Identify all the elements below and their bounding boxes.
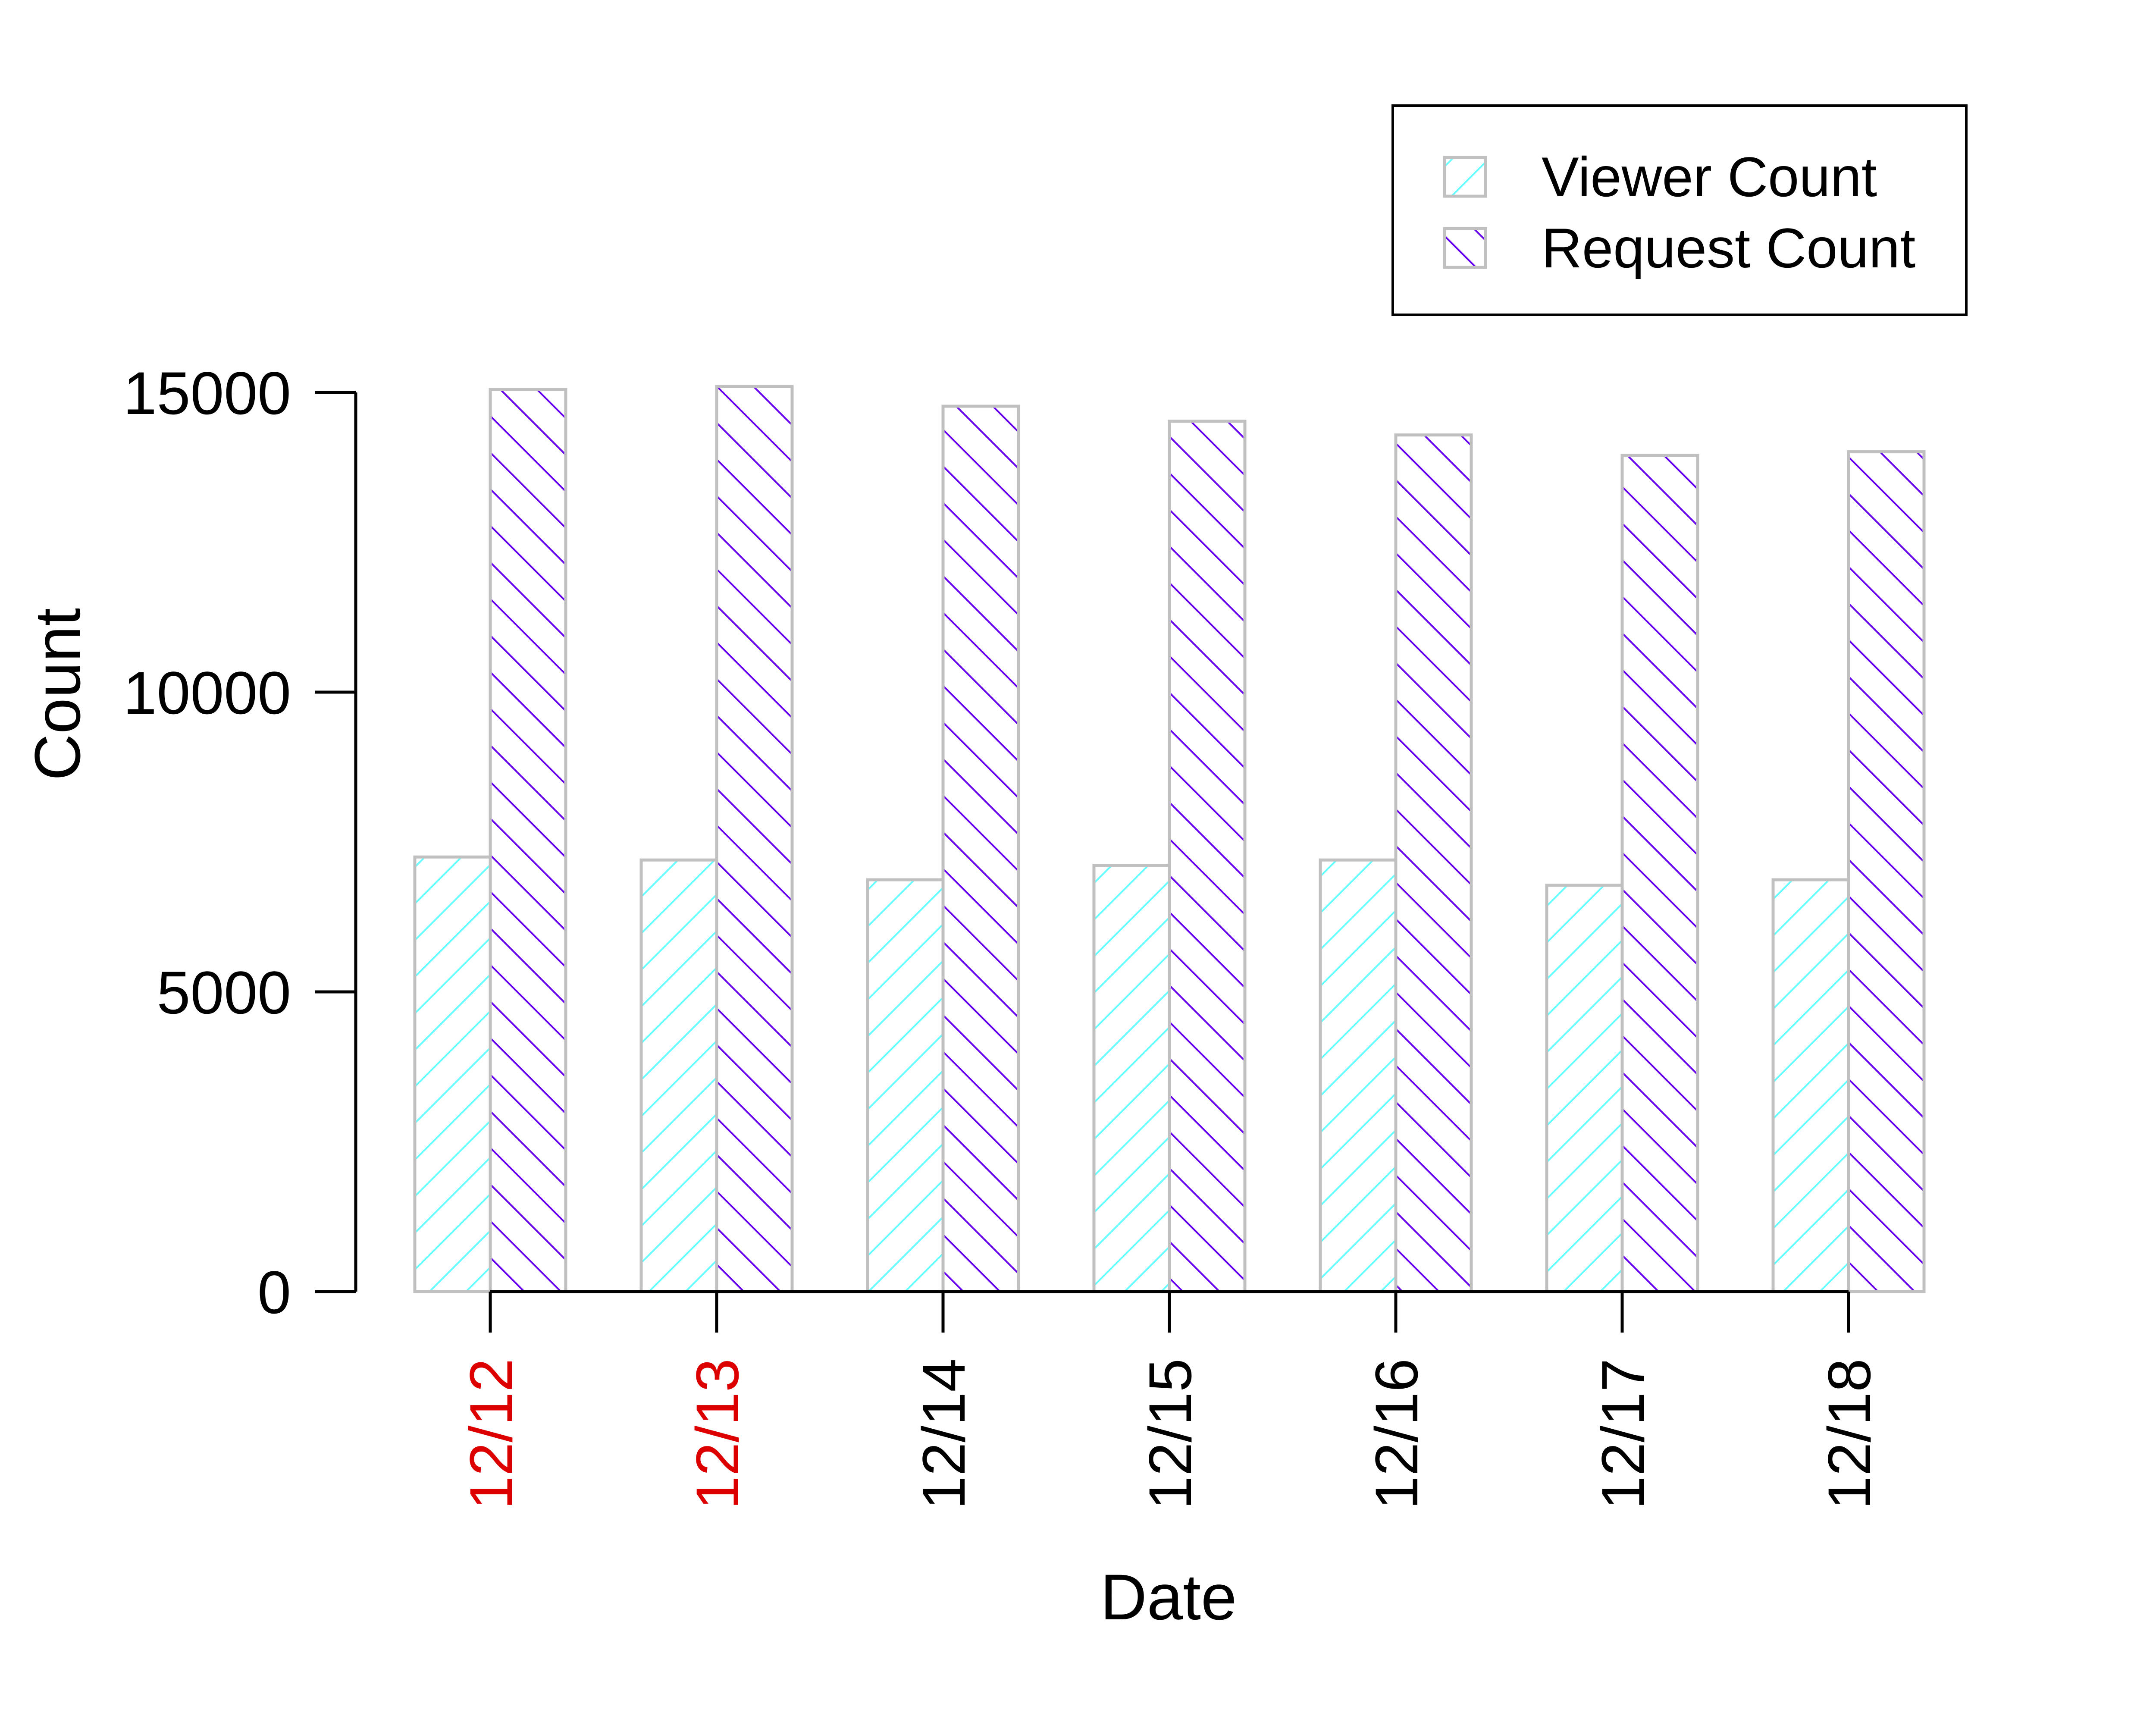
x-tick-label: 12/15 (1136, 1358, 1204, 1509)
legend-swatch-viewer (1443, 156, 1487, 198)
bar-request-12-13 (715, 385, 794, 1293)
legend: Viewer Count Request Count (1391, 104, 1968, 316)
x-tick-label: 12/17 (1589, 1358, 1657, 1509)
y-tick-label: 0 (257, 1258, 291, 1326)
legend-label-request: Request Count (1542, 216, 1915, 279)
x-tick-labels: 12/12 12/13 12/14 12/15 12/16 12/17 12/18 (457, 1358, 1883, 1509)
y-tick-label: 15000 (123, 359, 291, 427)
bar-viewer-12-14 (866, 878, 945, 1293)
axes-layer (315, 391, 1850, 1333)
bar-viewer-12-16 (1319, 858, 1398, 1293)
x-tick-label: 12/12 (457, 1358, 525, 1509)
bar-viewer-12-15 (1092, 864, 1171, 1293)
legend-box (1391, 104, 1968, 316)
bar-request-12-16 (1394, 433, 1473, 1293)
bars-layer (413, 385, 1926, 1293)
x-tick-label: 12/13 (683, 1358, 751, 1509)
y-axis-title: Count (21, 608, 94, 781)
x-tick-label: 12/18 (1815, 1358, 1883, 1509)
bar-viewer-12-13 (639, 858, 718, 1293)
x-axis-title: Date (1100, 1561, 1237, 1633)
bar-request-12-17 (1620, 454, 1699, 1293)
bar-request-12-18 (1847, 450, 1926, 1293)
bar-request-12-12 (489, 388, 567, 1293)
bar-viewer-12-18 (1771, 878, 1850, 1293)
bar-request-12-14 (941, 405, 1020, 1293)
y-tick-labels: 0 5000 10000 15000 (123, 359, 291, 1326)
bar-viewer-12-12 (413, 855, 492, 1293)
bar-viewer-12-17 (1545, 884, 1624, 1293)
x-tick-label: 12/14 (910, 1358, 978, 1509)
legend-label-viewer: Viewer Count (1542, 145, 1877, 208)
x-tick-label: 12/16 (1363, 1358, 1430, 1509)
legend-swatch-request (1443, 227, 1487, 269)
y-tick-label: 10000 (123, 659, 291, 727)
y-tick-label: 5000 (157, 959, 291, 1026)
bar-request-12-15 (1168, 420, 1247, 1293)
